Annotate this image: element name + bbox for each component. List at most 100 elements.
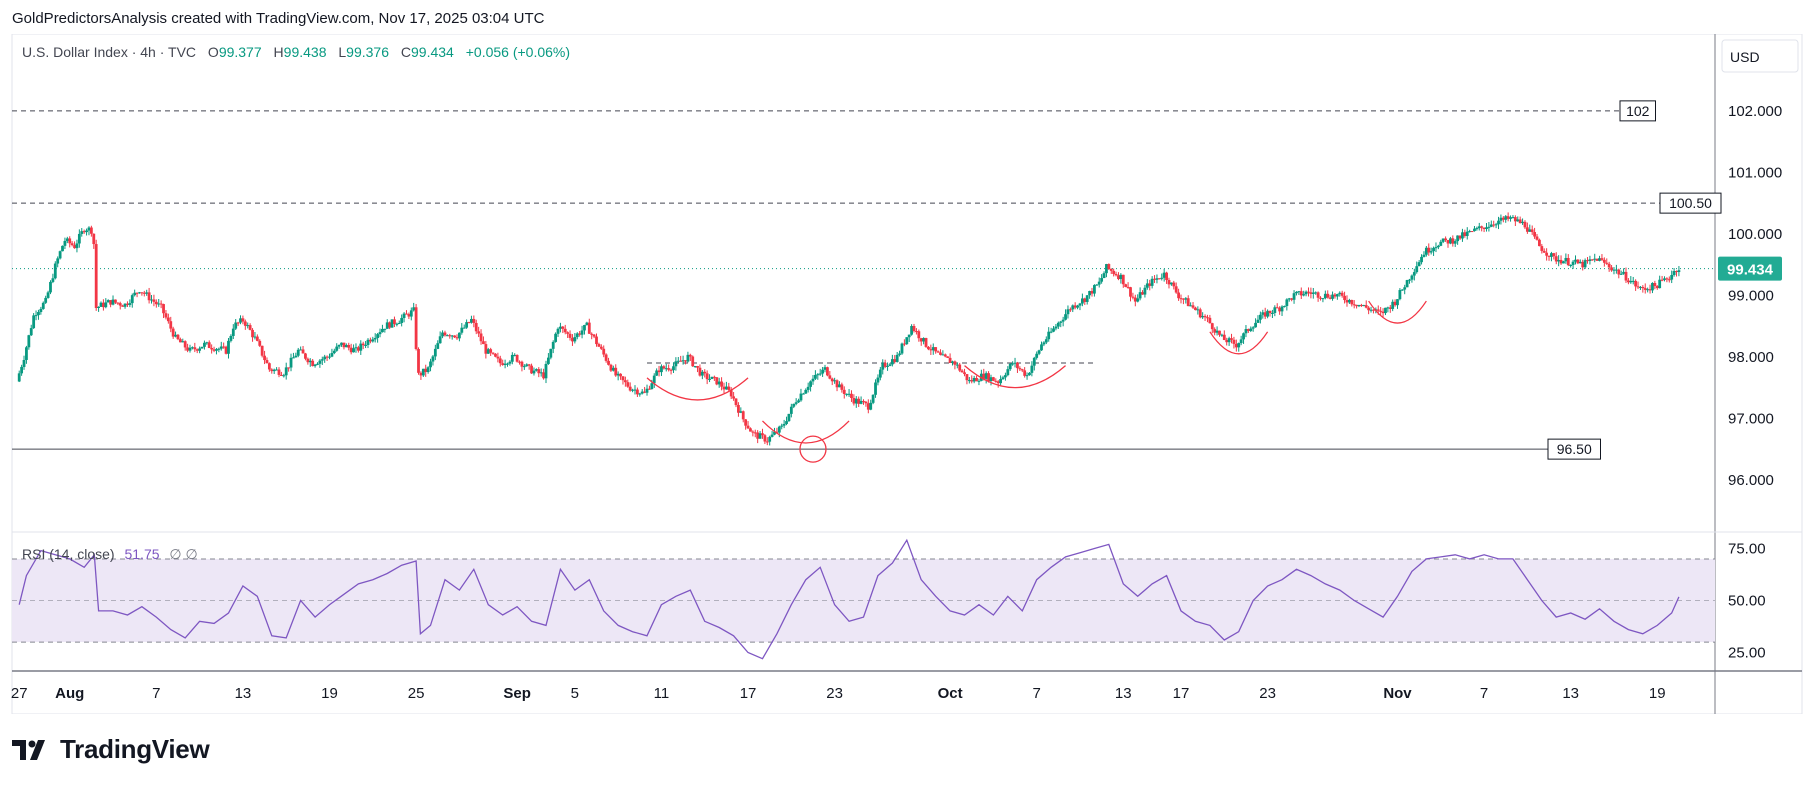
candle-body bbox=[1540, 246, 1544, 251]
candle-body bbox=[717, 381, 721, 385]
candle-body bbox=[1201, 316, 1205, 318]
candle-body bbox=[263, 355, 266, 361]
candle-body bbox=[1068, 309, 1072, 311]
candle-body bbox=[1102, 273, 1106, 279]
candle-body bbox=[159, 303, 163, 305]
candle-body bbox=[845, 393, 849, 395]
last-price-tag: 99.434 bbox=[1718, 256, 1782, 281]
candle-body bbox=[1372, 309, 1375, 311]
candle-body bbox=[289, 357, 293, 368]
level-label: 100.50 bbox=[1669, 195, 1712, 211]
candle-body bbox=[224, 346, 228, 354]
candle-body bbox=[1143, 287, 1147, 295]
candle-body bbox=[592, 334, 596, 337]
candle-body bbox=[1165, 272, 1168, 281]
candle-body bbox=[169, 321, 173, 329]
candle-body bbox=[770, 434, 774, 437]
candle-body bbox=[1105, 264, 1108, 274]
candle-body bbox=[1037, 350, 1041, 354]
candle-body bbox=[1266, 310, 1270, 317]
candle-body bbox=[1439, 241, 1443, 246]
candle-body bbox=[919, 338, 923, 342]
candle-body bbox=[662, 366, 666, 369]
candle-body bbox=[1023, 370, 1027, 376]
candle-body bbox=[1429, 251, 1433, 253]
candle-body bbox=[1059, 321, 1063, 323]
candle-body bbox=[178, 339, 182, 343]
candle-body bbox=[29, 328, 33, 336]
candle-body bbox=[203, 342, 206, 347]
candle-body bbox=[871, 394, 875, 403]
candle-body bbox=[1133, 297, 1137, 302]
candle-body bbox=[1319, 297, 1322, 299]
candle-body bbox=[1001, 377, 1005, 380]
candle-body bbox=[1237, 343, 1241, 348]
candle-body bbox=[87, 227, 91, 231]
candle-body bbox=[881, 362, 885, 370]
rsi-tick-label: 50.00 bbox=[1728, 593, 1766, 610]
currency-label[interactable]: USD bbox=[1730, 49, 1760, 65]
candle-body bbox=[460, 327, 464, 333]
candle-body bbox=[1499, 217, 1503, 221]
candle-body bbox=[438, 336, 442, 344]
candle-body bbox=[284, 367, 288, 376]
open-label: O bbox=[207, 44, 219, 60]
candle-body bbox=[780, 425, 784, 427]
candle-body bbox=[280, 374, 283, 376]
time-tick-label: 13 bbox=[1562, 685, 1579, 702]
candle-body bbox=[1631, 280, 1635, 282]
candle-body bbox=[1242, 333, 1245, 340]
candle-body bbox=[775, 431, 779, 433]
candle-body bbox=[277, 369, 281, 375]
candle-body bbox=[1350, 299, 1354, 305]
candle-body bbox=[267, 363, 271, 370]
candle-body bbox=[1583, 260, 1587, 268]
candle-body bbox=[1403, 287, 1407, 290]
candle-body bbox=[431, 356, 435, 362]
candle-body bbox=[104, 302, 108, 308]
level-label-box bbox=[1659, 192, 1722, 214]
candle-body bbox=[958, 364, 962, 371]
candle-body bbox=[785, 421, 788, 424]
candle-body bbox=[142, 292, 146, 294]
candle-body bbox=[1492, 224, 1496, 226]
candle-body bbox=[1097, 281, 1101, 285]
tradingview-brand[interactable]: TradingView bbox=[12, 734, 210, 765]
price-tick-label: 96.000 bbox=[1728, 472, 1774, 489]
candle-body bbox=[1227, 338, 1231, 343]
symbol-label[interactable]: U.S. Dollar Index · 4h · TVC bbox=[22, 44, 197, 60]
candle-body bbox=[489, 349, 493, 353]
candle-body bbox=[335, 346, 339, 351]
candle-body bbox=[912, 325, 916, 332]
candle-body bbox=[1636, 286, 1640, 288]
candle-body bbox=[361, 343, 365, 346]
rsi-name[interactable]: RSI (14, close) bbox=[22, 546, 115, 562]
candle-body bbox=[1653, 282, 1657, 287]
pattern-arc bbox=[1209, 331, 1269, 355]
candle-body bbox=[474, 322, 478, 332]
time-tick-label: 5 bbox=[571, 685, 579, 702]
candle-body bbox=[609, 364, 613, 371]
candle-body bbox=[37, 312, 40, 316]
candle-body bbox=[1634, 280, 1638, 287]
candle-body bbox=[580, 330, 584, 335]
candle-body bbox=[1299, 291, 1303, 296]
chart-svg[interactable]: USD 102 100.50 96.50 96.000 97.000 98.000 99.… bbox=[0, 34, 1814, 714]
candle-body bbox=[693, 366, 697, 368]
time-tick-label: 23 bbox=[826, 685, 843, 702]
candle-body bbox=[890, 359, 894, 365]
candle-body bbox=[154, 301, 158, 305]
candle-body bbox=[1271, 312, 1274, 314]
candle-body bbox=[532, 370, 536, 374]
time-tick-label: 23 bbox=[1259, 685, 1276, 702]
candle-body bbox=[648, 388, 651, 390]
candle-body bbox=[443, 332, 447, 336]
chart-frame: USD 102 100.50 96.50 96.000 97.000 98.000 99.… bbox=[0, 34, 1814, 714]
candle-body bbox=[1280, 306, 1284, 312]
candle-body bbox=[1167, 280, 1171, 285]
candle-body bbox=[1364, 305, 1368, 308]
candle-body bbox=[61, 245, 64, 252]
candle-body bbox=[1641, 286, 1645, 289]
candle-body bbox=[436, 343, 440, 349]
candle-body bbox=[479, 333, 483, 342]
